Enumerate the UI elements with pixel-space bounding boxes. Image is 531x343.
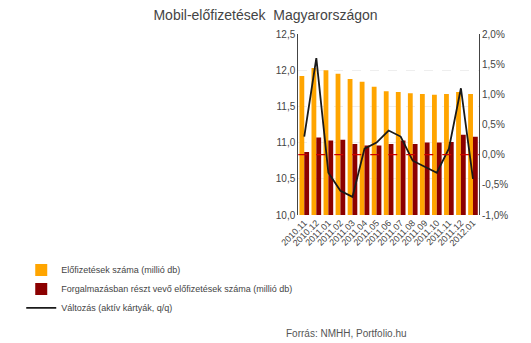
svg-text:10,5: 10,5 — [276, 173, 296, 184]
svg-text:2010.12: 2010.12 — [291, 218, 321, 248]
svg-text:12,5: 12,5 — [276, 29, 296, 40]
svg-text:0,0%: 0,0% — [482, 149, 505, 160]
svg-text:10,0: 10,0 — [276, 210, 296, 221]
svg-text:2011.09: 2011.09 — [400, 218, 430, 248]
svg-text:2011.03: 2011.03 — [327, 218, 357, 248]
svg-text:Forgalmazásban részt vevő előf: Forgalmazásban részt vevő előfizetések s… — [61, 284, 292, 294]
svg-text:1,0%: 1,0% — [482, 89, 505, 100]
svg-text:2010.11: 2010.11 — [279, 218, 309, 248]
svg-text:-1,0%: -1,0% — [482, 210, 508, 221]
svg-text:11,0: 11,0 — [277, 137, 296, 148]
svg-text:2012.01: 2012.01 — [447, 218, 477, 248]
svg-text:0,5%: 0,5% — [482, 119, 505, 130]
svg-text:2011.01: 2011.01 — [303, 218, 333, 248]
svg-text:2011.06: 2011.06 — [364, 218, 394, 248]
svg-text:2011.02: 2011.02 — [315, 218, 345, 248]
svg-text:2011.12: 2011.12 — [436, 218, 466, 248]
svg-text:2011.08: 2011.08 — [388, 218, 418, 248]
svg-text:2,0%: 2,0% — [482, 29, 505, 40]
svg-text:Előfizetések száma (millió db): Előfizetések száma (millió db) — [61, 265, 180, 275]
svg-text:2011.07: 2011.07 — [376, 218, 406, 248]
svg-text:2011.04: 2011.04 — [340, 218, 370, 248]
svg-text:1,5%: 1,5% — [482, 59, 505, 70]
svg-text:2011.05: 2011.05 — [352, 218, 382, 248]
svg-text:Változás (aktív kártyák, q/q): Változás (aktív kártyák, q/q) — [61, 303, 172, 313]
svg-text:11,5: 11,5 — [277, 101, 296, 112]
svg-text:2011.10: 2011.10 — [412, 218, 442, 248]
svg-text:-0,5%: -0,5% — [482, 179, 508, 190]
svg-text:Mobil-előfizetések Magyarorsz: Mobil-előfizetések Magyarországon — [153, 7, 377, 23]
svg-text:Forrás: NMHH, Portfolio.hu: Forrás: NMHH, Portfolio.hu — [286, 328, 407, 339]
svg-text:12,0: 12,0 — [276, 65, 296, 76]
svg-text:2011.11: 2011.11 — [424, 218, 453, 247]
